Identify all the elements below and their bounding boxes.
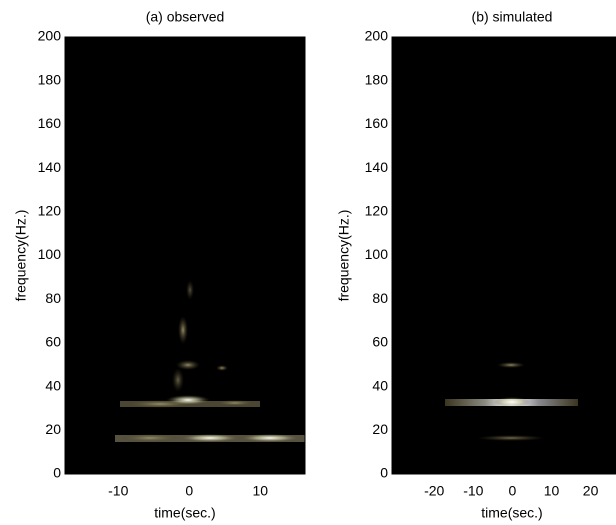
y-axis-label: frequency(Hz.) (336, 210, 352, 302)
y-tick-label: 60 (372, 334, 388, 350)
x-tick-label: 10 (252, 483, 268, 499)
y-tick-label: 0 (380, 465, 388, 481)
y-tick-label: 160 (365, 115, 389, 131)
y-tick-label: 180 (365, 71, 389, 87)
y-tick-label: 140 (365, 159, 389, 175)
chart-title: (b) simulated (472, 9, 553, 25)
x-tick-label: -10 (108, 483, 128, 499)
y-tick-label: 20 (372, 421, 388, 437)
x-tick-label: -20 (424, 483, 444, 499)
x-axis-label: time(sec.) (481, 505, 542, 521)
y-tick-label: 40 (372, 377, 388, 393)
y-tick-label: 140 (38, 159, 62, 175)
chart-title: (a) observed (146, 9, 225, 25)
y-tick-label: 200 (365, 28, 389, 44)
x-tick-label: 10 (544, 483, 560, 499)
y-tick-label: 160 (38, 115, 62, 131)
spectrogram-image (115, 280, 305, 442)
y-tick-label: 0 (53, 465, 61, 481)
y-tick-label: 80 (372, 290, 388, 306)
x-tick-label: 20 (583, 483, 599, 499)
y-tick-label: 120 (365, 203, 389, 219)
plot-area (65, 37, 305, 474)
y-tick-label: 120 (38, 203, 62, 219)
y-tick-label: 180 (38, 71, 62, 87)
y-tick-label: 80 (45, 290, 61, 306)
x-tick-label: -10 (463, 483, 483, 499)
y-tick-label: 200 (38, 28, 62, 44)
y-tick-label: 40 (45, 377, 61, 393)
y-tick-label: 20 (45, 421, 61, 437)
plot-area (392, 37, 616, 474)
spectrogram-image (445, 362, 578, 441)
y-tick-label: 60 (45, 334, 61, 350)
x-axis-label: time(sec.) (154, 505, 215, 521)
y-tick-label: 100 (365, 246, 389, 262)
y-tick-label: 100 (38, 246, 62, 262)
x-tick-label: 0 (185, 483, 193, 499)
x-tick-label: 0 (509, 483, 517, 499)
y-axis-label: frequency(Hz.) (13, 210, 29, 302)
